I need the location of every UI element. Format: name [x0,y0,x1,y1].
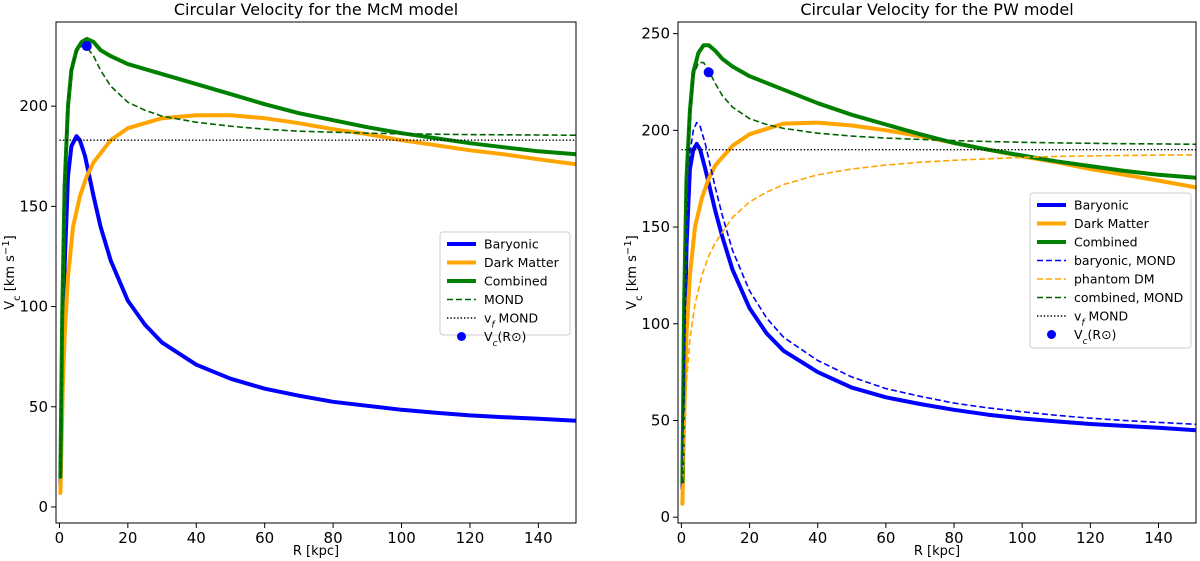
x-tick-label: 20 [740,529,759,547]
legend-item: Dark Matter [1037,216,1150,231]
series-line-dark-matter [58,113,576,495]
series-line-baryonic [58,134,576,485]
vc-sun-marker [81,41,92,52]
x-tick-label: 140 [524,529,553,547]
series-line-combined-mond [681,61,1196,483]
y-tick-label: 0 [660,508,670,526]
y-tick-label: 0 [38,498,48,516]
x-tick-label: 80 [324,529,343,547]
legend-item: phantom DM [1037,272,1155,287]
legend-label: vf MOND [1074,309,1128,329]
legend-item: Vc(R⊙) [457,329,526,349]
legend-label: combined, MOND [1074,290,1183,305]
legend-item: Vc(R⊙) [1047,327,1116,347]
legend-label: Baryonic [1074,198,1129,213]
y-tick-label: 100 [641,315,670,333]
legend-label: Combined [484,274,548,289]
legend-box [1029,192,1192,349]
y-tick-label: 200 [19,97,48,115]
legend: Baryonic Dark Matter Combined MOND vf MONDVc… [439,231,571,349]
x-tick-label: 100 [1008,529,1037,547]
y-tick-label: 250 [641,25,670,43]
x-tick-label: 0 [55,529,65,547]
x-tick-label: 120 [456,529,485,547]
series-line-mond [59,45,576,477]
legend-label: phantom DM [1074,272,1155,287]
y-axis-label: Vc [km s−1] [623,235,645,310]
legend-box [439,231,571,336]
legend-label: Dark Matter [1074,216,1150,231]
legend-item: baryonic, MOND [1037,253,1176,268]
chart-title: Circular Velocity for the McM model [174,0,458,19]
chart-panel-1: Circular Velocity for the McM model 0 20 40… [1,0,577,559]
x-tick-label: 80 [944,529,963,547]
y-axis-label: Vc [km s−1] [1,235,23,310]
x-tick-label: 40 [187,529,206,547]
legend-marker-swatch [1047,330,1056,339]
x-axis-label: R [kpc] [914,544,960,559]
vc-sun-marker [703,67,714,78]
x-tick-label: 100 [387,529,416,547]
legend-item: Baryonic [447,237,539,252]
legend-item: Dark Matter [447,255,560,270]
legend-item: MOND [447,292,524,307]
legend-item: vf MOND [1037,309,1128,329]
chart-title: Circular Velocity for the PW model [800,0,1073,19]
x-axis-label: R [kpc] [293,544,339,559]
y-tick-label: 50 [651,411,670,429]
legend-label: Dark Matter [484,255,560,270]
y-tick-label: 200 [641,121,670,139]
legend-label: vf MOND [484,311,538,331]
x-tick-label: 40 [808,529,827,547]
x-tick-label: 60 [876,529,895,547]
axes-frame [677,21,1197,524]
legend-label: baryonic, MOND [1074,253,1176,268]
x-tick-label: 60 [255,529,274,547]
legend-label: MOND [484,292,524,307]
plot-area [680,43,1196,506]
series-line-phantom-dm [681,154,1196,498]
legend-item: vf MOND [447,311,538,331]
legend-item: combined, MOND [1037,290,1183,305]
x-tick-label: 20 [118,529,137,547]
x-tick-label: 140 [1144,529,1173,547]
chart-panel-2: Circular Velocity for the PW model 0 20 40 6… [623,0,1197,559]
legend-label: Combined [1074,235,1138,250]
legend-label: Baryonic [484,237,539,252]
series-line-combined [680,43,1196,485]
legend-marker-swatch [457,332,466,341]
legend-label: Vc(R⊙) [1074,327,1116,347]
series-line-baryonic-mond [681,121,1196,487]
x-tick-label: 0 [677,529,687,547]
y-tick-label: 150 [19,197,48,215]
legend-label: Vc(R⊙) [484,329,526,349]
legend-item: Combined [1037,235,1138,250]
legend-item: Baryonic [1037,198,1129,213]
y-tick-label: 50 [29,398,48,416]
y-tick-label: 100 [19,298,48,316]
legend: Baryonic Dark Matter Combined baryonic, MON… [1029,192,1192,349]
x-tick-label: 120 [1076,529,1105,547]
series-line-baryonic [680,141,1196,491]
plot-area [58,37,576,495]
legend-item: Combined [447,274,548,289]
y-tick-label: 150 [641,218,670,236]
axes-frame [55,21,577,524]
